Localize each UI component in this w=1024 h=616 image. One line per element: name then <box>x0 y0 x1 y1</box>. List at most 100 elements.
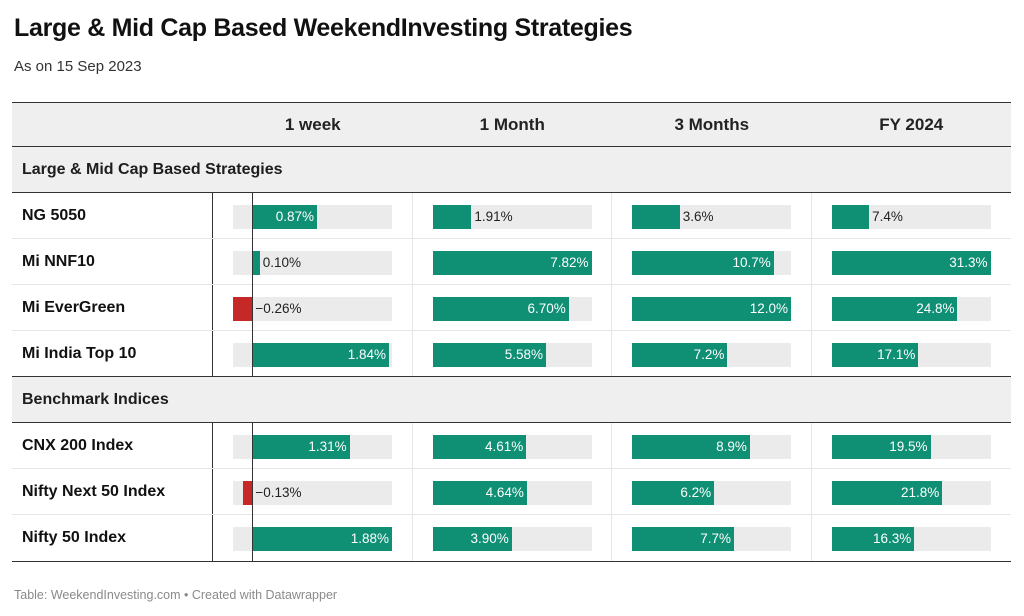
table-header-row: 1 week 1 Month 3 Months FY 2024 <box>12 103 1011 147</box>
value-label: 17.1% <box>877 347 916 362</box>
bar-track: 4.61% <box>432 435 592 459</box>
bar-track: 5.58% <box>432 343 592 367</box>
value-cell: 21.8% <box>812 469 1012 514</box>
bar-track: 12.0% <box>632 297 791 321</box>
bar-track: 1.88% <box>233 515 392 561</box>
value-label: −0.13% <box>255 485 302 500</box>
table-row: NG 5050 0.87% 1.91% 3.6% 7.4% <box>12 193 1011 239</box>
positive-bar <box>252 435 350 459</box>
value-cell: 19.5% <box>812 423 1012 468</box>
positive-bar <box>252 205 317 229</box>
positive-bar <box>831 527 915 551</box>
bar-track: 7.7% <box>632 527 791 551</box>
value-cell: 0.10% <box>213 239 413 285</box>
row-name: NG 5050 <box>12 193 213 238</box>
value-label: 7.7% <box>700 531 732 546</box>
header-col-fy2024: FY 2024 <box>879 114 944 134</box>
zero-baseline <box>252 285 254 331</box>
value-cell: 0.87% <box>213 193 413 239</box>
group-header-row: Large & Mid Cap Based Strategies <box>12 147 1011 193</box>
value-label: 7.4% <box>872 209 903 224</box>
value-label: 6.2% <box>680 485 712 500</box>
bar-track: 17.1% <box>831 343 991 367</box>
header-col-3months: 3 Months <box>674 114 750 134</box>
table-row: Nifty 50 Index 1.88% 3.90% 7.7% 16.3% <box>12 515 1011 561</box>
header-col-1week: 1 week <box>284 114 341 134</box>
positive-bar <box>252 251 260 275</box>
value-label: 0.87% <box>275 209 314 224</box>
negative-bar <box>242 481 253 505</box>
value-label: 7.82% <box>550 255 589 270</box>
value-label: 4.61% <box>484 439 524 454</box>
header-col-1month: 1 Month <box>479 114 545 134</box>
value-cell: 7.82% <box>413 239 612 284</box>
value-label: 1.84% <box>347 347 387 362</box>
value-label: 1.91% <box>474 209 513 224</box>
bar-track: 1.91% <box>432 205 592 229</box>
positive-bar <box>252 527 392 551</box>
positive-bar <box>432 205 472 229</box>
value-cell: 12.0% <box>612 285 812 330</box>
positive-bar <box>632 481 715 505</box>
value-cell: 17.1% <box>812 331 1012 376</box>
value-cell: 31.3% <box>812 239 1012 284</box>
row-name: Mi India Top 10 <box>12 331 213 376</box>
positive-bar <box>632 205 680 229</box>
bar-track: 7.82% <box>432 251 592 275</box>
bar-track: −0.26% <box>233 285 392 331</box>
value-label: 24.8% <box>916 301 955 316</box>
bar-track: 1.84% <box>233 331 392 377</box>
value-label: 19.5% <box>889 439 928 454</box>
table-row: CNX 200 Index 1.31% 4.61% 8.9% 19.5% <box>12 423 1011 469</box>
bar-track: 16.3% <box>831 527 991 551</box>
bar-track: 31.3% <box>831 251 991 275</box>
value-cell: 7.7% <box>612 515 812 561</box>
positive-bar <box>632 251 774 275</box>
table-row: Mi NNF10 0.10% 7.82% 10.7% 31.3% <box>12 239 1011 285</box>
zero-baseline <box>252 239 254 285</box>
row-name: CNX 200 Index <box>12 423 213 468</box>
value-label: 12.0% <box>749 301 788 316</box>
bar-track: 24.8% <box>831 297 991 321</box>
value-cell: 3.90% <box>413 515 612 561</box>
zero-baseline <box>252 515 254 561</box>
value-label: 8.9% <box>716 439 747 454</box>
positive-bar <box>831 343 919 367</box>
row-name: Mi NNF10 <box>12 239 213 284</box>
value-label: 7.2% <box>693 347 725 362</box>
value-cell: 1.31% <box>213 423 413 469</box>
positive-bar <box>432 435 527 459</box>
bar-track: −0.13% <box>233 469 392 515</box>
positive-bar <box>252 343 390 367</box>
bar-track: 6.2% <box>632 481 791 505</box>
bar-track: 7.4% <box>831 205 991 229</box>
bar-track: 21.8% <box>831 481 991 505</box>
value-cell: 4.64% <box>413 469 612 514</box>
value-label: 4.64% <box>485 485 524 500</box>
positive-bar <box>432 527 512 551</box>
value-cell: 1.84% <box>213 331 413 377</box>
value-label: 21.8% <box>900 485 940 500</box>
bar-track: 7.2% <box>632 343 791 367</box>
value-label: 5.58% <box>504 347 543 362</box>
positive-bar <box>632 527 735 551</box>
value-cell: −0.13% <box>213 469 413 515</box>
value-cell: 5.58% <box>413 331 612 376</box>
value-cell: 4.61% <box>413 423 612 468</box>
positive-bar <box>632 435 750 459</box>
value-label: 6.70% <box>527 301 566 316</box>
positive-bar <box>632 297 791 321</box>
bar-track: 8.9% <box>632 435 791 459</box>
negative-bar <box>233 297 253 321</box>
value-label: 16.3% <box>873 531 912 546</box>
bar-track: 0.10% <box>233 239 392 285</box>
page-subtitle: As on 15 Sep 2023 <box>14 58 142 75</box>
positive-bar <box>831 297 958 321</box>
value-cell: 10.7% <box>612 239 812 284</box>
positive-bar <box>831 205 870 229</box>
value-label: 10.7% <box>732 255 771 270</box>
value-label: 0.10% <box>262 255 302 270</box>
positive-bar <box>831 435 931 459</box>
bar-track: 19.5% <box>831 435 991 459</box>
value-label: 1.88% <box>350 531 389 546</box>
